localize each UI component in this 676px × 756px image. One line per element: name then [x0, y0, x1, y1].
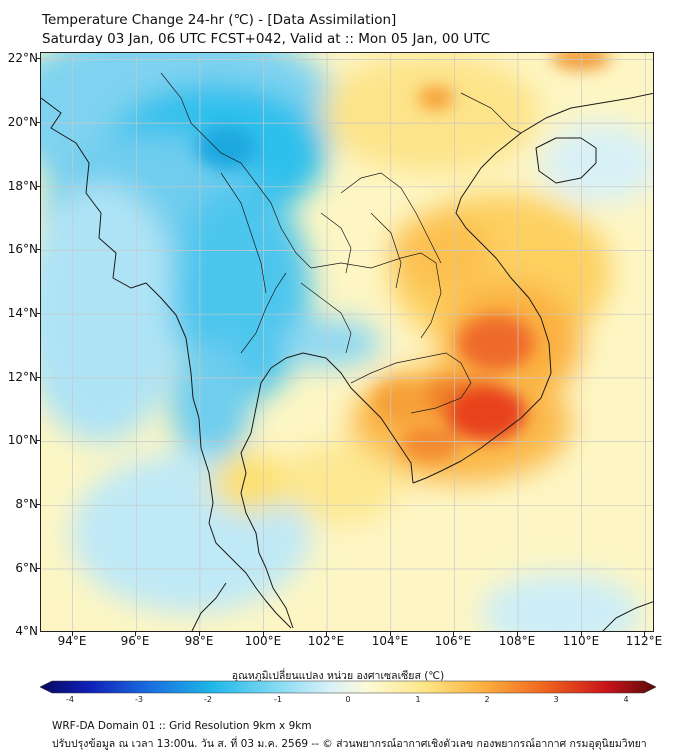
- lat-label: 10°N: [7, 433, 38, 447]
- lat-tick: [36, 440, 40, 441]
- lon-label: 108°E: [498, 634, 536, 648]
- map-canvas: [41, 53, 653, 631]
- lon-label: 100°E: [244, 634, 282, 648]
- lon-label: 112°E: [625, 634, 663, 648]
- country-borders: [160, 72, 522, 414]
- lat-tick: [36, 313, 40, 314]
- lon-label: 110°E: [562, 634, 600, 648]
- field-shading: [41, 53, 653, 631]
- lon-tick: [199, 632, 200, 636]
- lon-tick: [453, 632, 454, 636]
- lat-tick: [36, 186, 40, 187]
- lat-tick: [36, 122, 40, 123]
- lat-label: 4°N: [15, 624, 38, 638]
- lon-tick: [581, 632, 582, 636]
- lon-tick: [390, 632, 391, 636]
- lon-label: 104°E: [371, 634, 409, 648]
- lon-label: 96°E: [120, 634, 150, 648]
- field-hotspots: [196, 53, 611, 461]
- lat-label: 12°N: [7, 370, 38, 384]
- lon-label: 94°E: [57, 634, 87, 648]
- lat-label: 16°N: [7, 242, 38, 256]
- coastline: [41, 92, 653, 631]
- update-credit: ปรับปรุงข้อมูล ณ เวลา 13:00น. วัน ส. ที่…: [52, 738, 647, 750]
- colorbar-tick-label: 1: [415, 695, 421, 704]
- colorbar-tick-label: -3: [135, 695, 143, 704]
- lon-label: 106°E: [434, 634, 472, 648]
- map-subtitle-valid-time: Saturday 03 Jan, 06 UTC FCST+042, Valid …: [42, 31, 491, 47]
- lat-label: 8°N: [15, 497, 38, 511]
- colorbar-tick-label: 4: [623, 695, 629, 704]
- lat-tick: [36, 568, 40, 569]
- model-info: WRF-DA Domain 01 :: Grid Resolution 9km …: [52, 720, 312, 732]
- lon-label: 102°E: [307, 634, 345, 648]
- lat-tick: [36, 377, 40, 378]
- lat-label: 22°N: [7, 51, 38, 65]
- colorbar-tick-label: -1: [274, 695, 282, 704]
- lat-label: 20°N: [7, 115, 38, 129]
- colorbar-tick-label: -4: [66, 695, 74, 704]
- lon-tick: [644, 632, 645, 636]
- lon-tick: [517, 632, 518, 636]
- colorbar-tick-label: 3: [553, 695, 559, 704]
- colorbar-title: อุณหภูมิเปลี่ยนแปลง หน่วย องศาเซลเซียส (…: [231, 670, 445, 682]
- map-title: Temperature Change 24-hr (℃) - [Data Ass…: [42, 12, 397, 28]
- colorbar-tick-label: 0: [345, 695, 351, 704]
- lat-tick: [36, 58, 40, 59]
- colorbar-tick-label: -2: [204, 695, 212, 704]
- lon-tick: [263, 632, 264, 636]
- lat-tick: [36, 249, 40, 250]
- lat-label: 6°N: [15, 561, 38, 575]
- colorbar: [40, 680, 656, 694]
- lat-label: 14°N: [7, 306, 38, 320]
- colorbar-tick-label: 2: [484, 695, 490, 704]
- lon-label: 98°E: [184, 634, 214, 648]
- lat-tick: [36, 504, 40, 505]
- lon-tick: [326, 632, 327, 636]
- lon-tick: [135, 632, 136, 636]
- lat-label: 18°N: [7, 179, 38, 193]
- lon-tick: [72, 632, 73, 636]
- graticule: [41, 53, 653, 631]
- temperature-change-map[interactable]: [40, 52, 654, 632]
